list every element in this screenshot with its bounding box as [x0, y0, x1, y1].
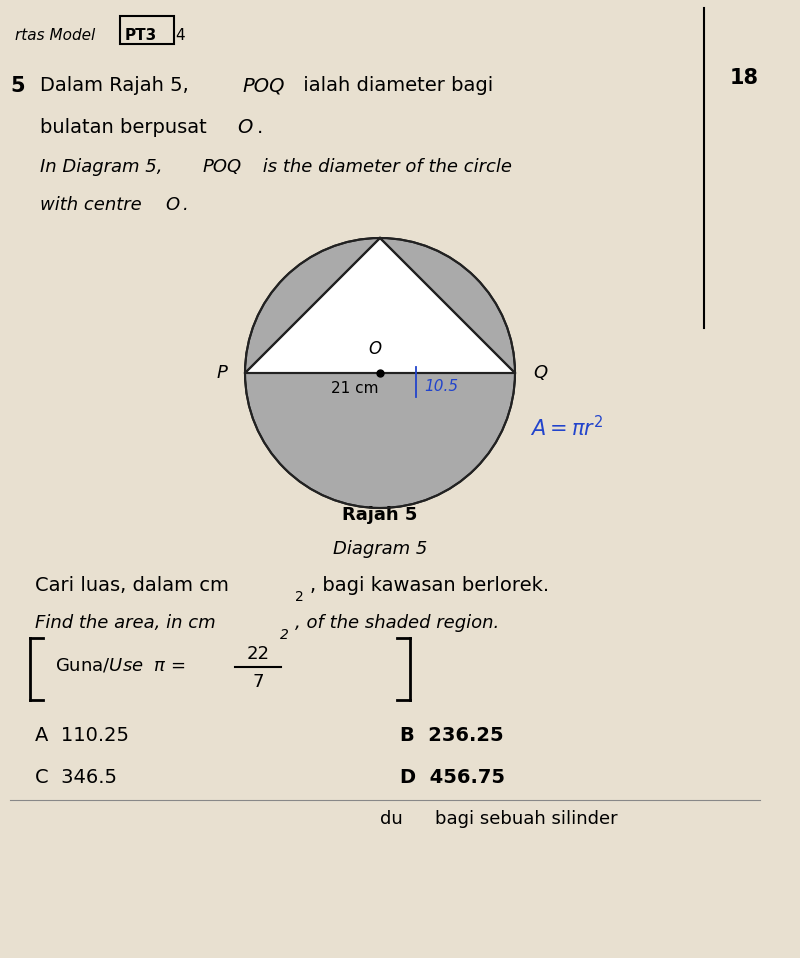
Text: PT3: PT3 [125, 28, 158, 43]
Text: POQ: POQ [203, 158, 242, 176]
Text: In Diagram 5,: In Diagram 5, [40, 158, 168, 176]
Circle shape [245, 238, 515, 508]
Text: Cari luas, dalam cm: Cari luas, dalam cm [35, 576, 229, 595]
Text: Q: Q [533, 364, 547, 382]
Text: rtas Model: rtas Model [15, 28, 100, 43]
Text: POQ: POQ [242, 76, 285, 95]
Text: P: P [216, 364, 227, 382]
Text: O: O [165, 196, 179, 214]
Text: with centre: with centre [40, 196, 147, 214]
Text: 4: 4 [175, 28, 185, 43]
Text: ialah diameter bagi: ialah diameter bagi [297, 76, 494, 95]
Text: 10.5: 10.5 [424, 379, 458, 394]
Text: 5: 5 [10, 76, 25, 96]
Text: , of the shaded region.: , of the shaded region. [295, 614, 499, 632]
Text: O: O [237, 118, 252, 137]
Text: , bagi kawasan berlorek.: , bagi kawasan berlorek. [310, 576, 549, 595]
Text: Rajah 5: Rajah 5 [342, 506, 418, 524]
Text: 22: 22 [246, 645, 270, 663]
Text: O: O [369, 340, 382, 358]
Text: Diagram 5: Diagram 5 [333, 540, 427, 558]
Text: Guna/$\mathit{Use}$  $\mathit{\pi}$ =: Guna/$\mathit{Use}$ $\mathit{\pi}$ = [55, 656, 187, 674]
Text: A  110.25: A 110.25 [35, 726, 129, 745]
Text: 2: 2 [280, 628, 289, 642]
Text: bulatan berpusat: bulatan berpusat [40, 118, 213, 137]
Text: 21 cm: 21 cm [331, 381, 378, 396]
Polygon shape [245, 238, 515, 373]
FancyBboxPatch shape [120, 16, 174, 44]
Text: is the diameter of the circle: is the diameter of the circle [257, 158, 512, 176]
Text: Find the area, in cm: Find the area, in cm [35, 614, 216, 632]
Text: C  346.5: C 346.5 [35, 768, 117, 787]
Text: bagi sebuah silinder: bagi sebuah silinder [435, 810, 618, 828]
Text: 18: 18 [730, 68, 759, 88]
Text: du: du [380, 810, 402, 828]
Text: $\mathit{A}=\mathit{\pi r^{2}}$: $\mathit{A}=\mathit{\pi r^{2}}$ [530, 416, 603, 441]
Text: D  456.75: D 456.75 [400, 768, 505, 787]
Text: Dalam Rajah 5,: Dalam Rajah 5, [40, 76, 195, 95]
Text: .: . [257, 118, 263, 137]
Text: .: . [183, 196, 189, 214]
Text: B  236.25: B 236.25 [400, 726, 504, 745]
Text: 7: 7 [252, 673, 264, 691]
Text: 2: 2 [295, 590, 304, 604]
